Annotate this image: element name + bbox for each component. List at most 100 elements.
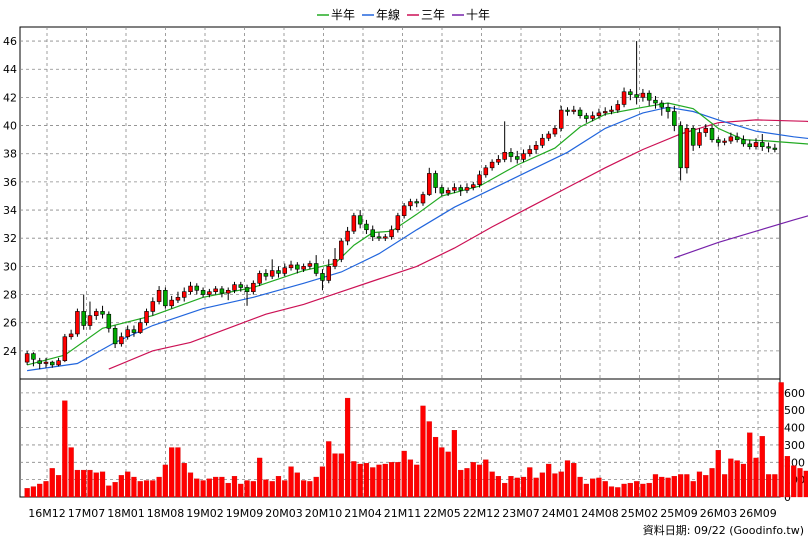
- volume-bar: [602, 481, 608, 498]
- volume-bar: [225, 482, 231, 498]
- candle: [37, 357, 42, 370]
- candle: [383, 233, 388, 242]
- candle: [760, 134, 765, 151]
- candle-body: [646, 92, 652, 101]
- candle: [81, 294, 86, 330]
- candle: [257, 270, 262, 287]
- candle-body: [747, 143, 752, 147]
- candle-body: [87, 315, 93, 326]
- candle: [464, 183, 470, 194]
- candle: [640, 88, 646, 102]
- volume-bar: [313, 476, 319, 498]
- candle: [351, 212, 357, 234]
- candle-body: [452, 187, 457, 191]
- candle-body: [464, 187, 470, 191]
- volume-bar: [24, 488, 30, 498]
- volume-bar: [520, 476, 527, 498]
- candle: [244, 284, 250, 306]
- candle-body: [766, 146, 771, 149]
- volume-bar: [426, 421, 432, 498]
- price-tick-label: 34: [3, 204, 17, 217]
- volume-tick-label: 300: [784, 439, 805, 452]
- volume-bar: [445, 451, 451, 498]
- candle-body: [56, 360, 61, 366]
- candle-body: [502, 152, 507, 160]
- volume-bar: [778, 382, 784, 498]
- volume-bar: [728, 458, 734, 498]
- candle-body: [445, 190, 451, 194]
- price-tick-label: 38: [3, 148, 17, 161]
- candle-body: [332, 259, 338, 267]
- candle-body: [577, 109, 583, 117]
- candle-body: [376, 236, 382, 239]
- volume-bar: [62, 400, 68, 498]
- candle: [734, 132, 740, 143]
- candle: [471, 181, 476, 191]
- candle-body: [697, 132, 702, 146]
- candle-body: [659, 102, 665, 108]
- candle-body: [734, 136, 740, 140]
- x-tick-label: 20M03: [265, 507, 303, 520]
- volume-bar: [476, 464, 483, 498]
- candle: [646, 90, 652, 106]
- candle-body: [760, 142, 765, 147]
- candle: [200, 287, 206, 298]
- volume-bar: [508, 476, 514, 498]
- x-tick-label: 16M12: [28, 507, 66, 520]
- volume-bar: [99, 471, 106, 498]
- candle: [75, 308, 80, 337]
- candle: [496, 155, 501, 165]
- candle: [458, 184, 463, 196]
- candle-body: [420, 194, 426, 204]
- candle-body: [307, 263, 313, 267]
- volume-bar: [797, 468, 803, 498]
- candle-body: [163, 289, 168, 307]
- volume-bar: [489, 471, 495, 498]
- candle: [483, 164, 489, 178]
- candle-body: [31, 353, 36, 360]
- volume-bar: [275, 476, 282, 498]
- volume-bar: [150, 480, 156, 498]
- candle: [772, 143, 778, 153]
- legend-label-half-year: 半年: [331, 8, 355, 22]
- candle: [571, 105, 577, 115]
- candle: [722, 138, 727, 146]
- volume-bar: [301, 480, 307, 498]
- candle-body: [37, 360, 42, 364]
- candle: [56, 357, 61, 367]
- volume-bar: [125, 471, 131, 498]
- candle: [395, 212, 401, 233]
- candle-body: [357, 215, 363, 225]
- candle: [301, 263, 306, 272]
- volume-bar: [106, 485, 112, 498]
- candle-body: [389, 229, 394, 238]
- ma-year-line: [27, 106, 808, 372]
- candle: [401, 203, 407, 219]
- candle: [307, 260, 313, 270]
- candle-body: [672, 111, 677, 126]
- candle-body: [125, 329, 130, 338]
- candle: [181, 287, 187, 302]
- candle-body: [477, 174, 482, 185]
- candle-body: [401, 205, 407, 216]
- candle: [609, 105, 614, 115]
- volume-bar: [420, 405, 426, 498]
- volume-bar: [596, 477, 602, 498]
- volume-bar: [43, 481, 49, 498]
- volume-bar: [715, 449, 721, 498]
- price-tick-label: 24: [3, 345, 17, 358]
- candle: [540, 134, 545, 149]
- candle-body: [269, 270, 275, 277]
- candle: [565, 107, 570, 116]
- volume-bar: [370, 467, 376, 498]
- candle: [295, 262, 300, 274]
- volume-bar: [539, 472, 545, 498]
- candle: [276, 266, 281, 278]
- candle-body: [225, 289, 231, 294]
- candle: [477, 170, 482, 188]
- candle-body: [458, 187, 463, 191]
- volume-bar: [634, 481, 640, 498]
- volume-bar: [169, 447, 175, 498]
- candle: [489, 159, 495, 171]
